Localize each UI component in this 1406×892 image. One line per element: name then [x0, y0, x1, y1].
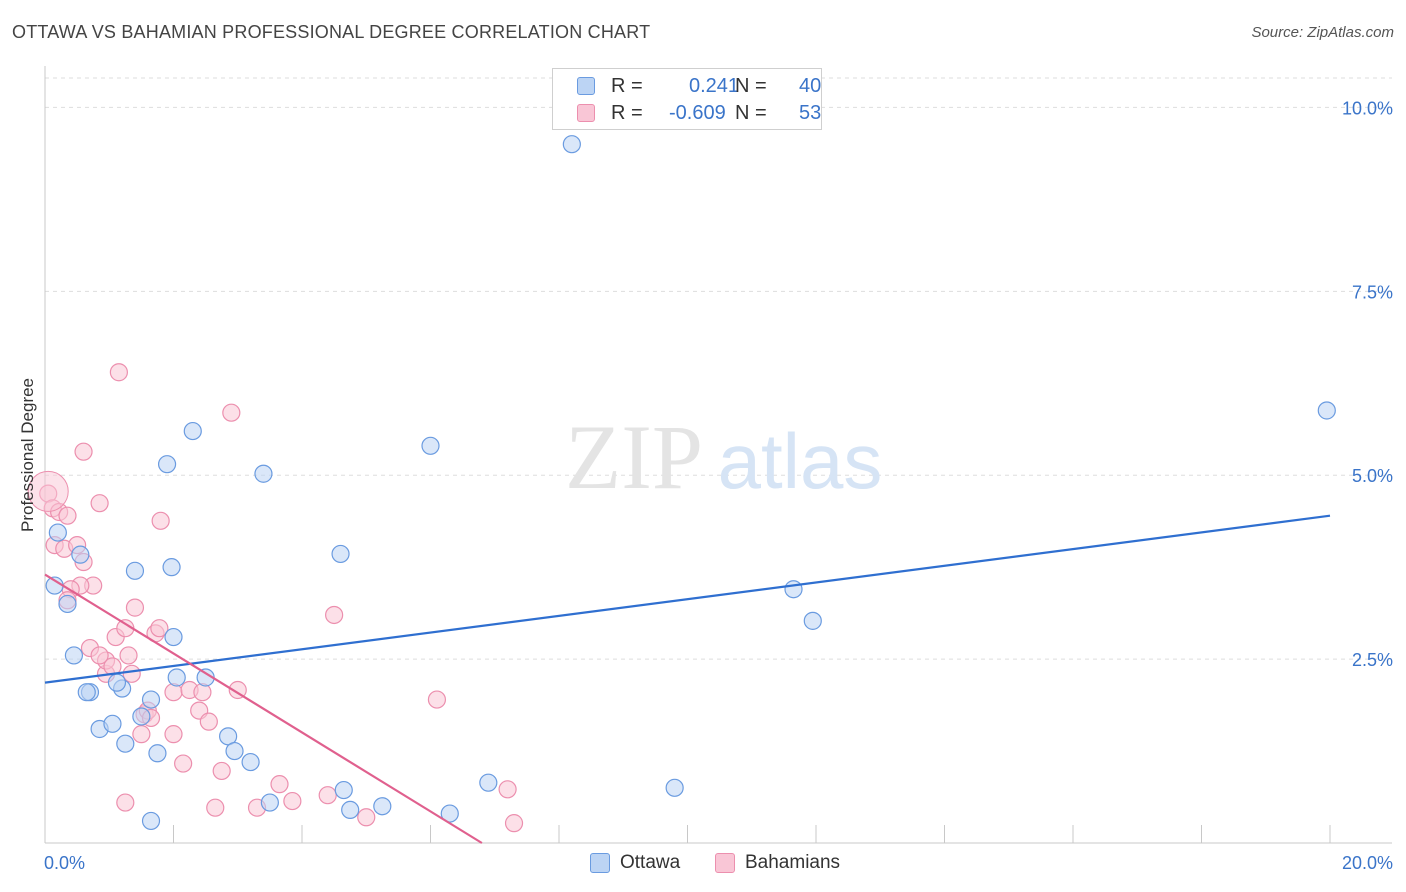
bahamians-point [58, 506, 77, 525]
bahamians-point [212, 761, 231, 781]
ottawa-point [260, 793, 279, 812]
ottawa-point [116, 734, 135, 753]
bahamians-point [318, 786, 337, 805]
legend-r-label: R = [611, 102, 643, 124]
bahamians-point [174, 754, 193, 773]
ottawa-point [125, 561, 145, 580]
ottawa-point [64, 646, 84, 665]
bahamians-legend-swatch [715, 853, 735, 873]
bahamians-point [90, 494, 109, 513]
bahamians-point [228, 680, 247, 700]
legend-ottawa-r: 0.241 [689, 75, 740, 97]
ottawa-point [373, 797, 392, 816]
ottawa-point [803, 611, 822, 630]
ottawa-point [183, 421, 202, 441]
bahamians-point [164, 725, 183, 744]
ottawa-point [331, 544, 350, 564]
axes [44, 66, 1392, 844]
ottawa-points [45, 135, 1336, 831]
ottawa-point [141, 690, 161, 709]
ottawa-point [562, 135, 581, 154]
source-label: Source: ZipAtlas.com [1251, 24, 1394, 41]
bahamians-point [504, 814, 524, 833]
ottawa-legend-label: Ottawa [620, 852, 681, 873]
trend-lines [44, 514, 1331, 844]
ottawa-point [77, 683, 96, 702]
ottawa-point [241, 752, 260, 772]
bahamians-point [125, 598, 145, 617]
ottawa-point [164, 627, 183, 647]
watermark-atlas: atlas [718, 417, 883, 505]
bahamians-point [193, 683, 212, 702]
ottawa-point [162, 558, 181, 577]
chart-title: OTTAWA VS BAHAMIAN PROFESSIONAL DEGREE C… [12, 22, 651, 42]
ottawa-point [148, 744, 167, 763]
bahamians-point [109, 363, 128, 382]
ottawa-point [341, 800, 360, 819]
correlation-legend: R = 0.241 N = 40 R = -0.609 N = 53 [552, 68, 822, 130]
ottawa-point [167, 668, 186, 687]
bahamians-legend-label: Bahamians [745, 852, 841, 873]
bahamians-point [427, 690, 447, 709]
y-tick-label: 10.0% [1342, 98, 1393, 118]
ottawa-point [784, 580, 803, 599]
ottawa-trend-line [44, 514, 1331, 684]
watermark-zip: ZIP [565, 406, 703, 508]
x-tick-label: 0.0% [44, 853, 85, 873]
tick-labels: 2.5% 5.0% 7.5% 10.0% 0.0% 20.0% Professional D… [18, 98, 1393, 873]
bahamians-point [498, 780, 517, 799]
bahamians-point [325, 605, 344, 625]
bahamians-trend-line [44, 573, 483, 844]
ottawa-point [254, 464, 273, 483]
y-tick-label: 2.5% [1352, 650, 1393, 670]
ottawa-point [132, 707, 151, 726]
y-tick-label: 5.0% [1352, 466, 1393, 486]
bahamians-point [132, 725, 151, 744]
ottawa-point [225, 741, 244, 761]
y-axis-label: Professional Degree [18, 378, 37, 532]
ottawa-point [48, 523, 67, 542]
bahamians-point [283, 791, 302, 811]
legend-bahamians-n: 53 [799, 102, 822, 124]
ottawa-swatch [577, 77, 595, 95]
bahamians-point [27, 470, 69, 512]
y-tick-label: 7.5% [1352, 282, 1393, 302]
legend-bahamians-r: -0.609 [669, 102, 726, 124]
legend-ottawa-n: 40 [799, 75, 822, 97]
watermark: ZIP atlas [565, 406, 882, 508]
bahamians-point [122, 664, 141, 683]
bahamians-point [116, 793, 135, 812]
bahamians-point [199, 712, 218, 731]
bahamians-point [222, 403, 241, 422]
legend-r-label: R = [611, 75, 643, 97]
bahamians-point [164, 683, 183, 702]
gridlines [45, 77, 1392, 660]
ottawa-point [58, 594, 77, 614]
bahamians-point [119, 646, 138, 665]
ottawa-point [141, 811, 161, 831]
ottawa-point [665, 778, 684, 797]
bahamians-point [151, 511, 170, 530]
ottawa-point [71, 545, 90, 564]
bahamians-points [27, 363, 524, 833]
legend-n-label: N = [735, 102, 767, 124]
bahamians-point [270, 775, 289, 794]
ottawa-point [107, 673, 127, 692]
ottawa-point [421, 436, 440, 455]
bahamians-point [90, 646, 109, 665]
ottawa-point [334, 780, 353, 800]
ottawa-point [157, 455, 177, 474]
bahamians-point [74, 442, 93, 461]
ottawa-legend-swatch [590, 853, 610, 873]
bahamians-point [150, 619, 169, 638]
x-tick-label: 20.0% [1342, 853, 1393, 873]
bahamians-point [206, 798, 225, 817]
ottawa-point [479, 773, 498, 792]
ottawa-point [1317, 401, 1336, 420]
legend-n-label: N = [735, 75, 767, 97]
ottawa-point [103, 714, 122, 733]
bahamians-point [357, 808, 376, 827]
bahamians-swatch [577, 104, 595, 122]
